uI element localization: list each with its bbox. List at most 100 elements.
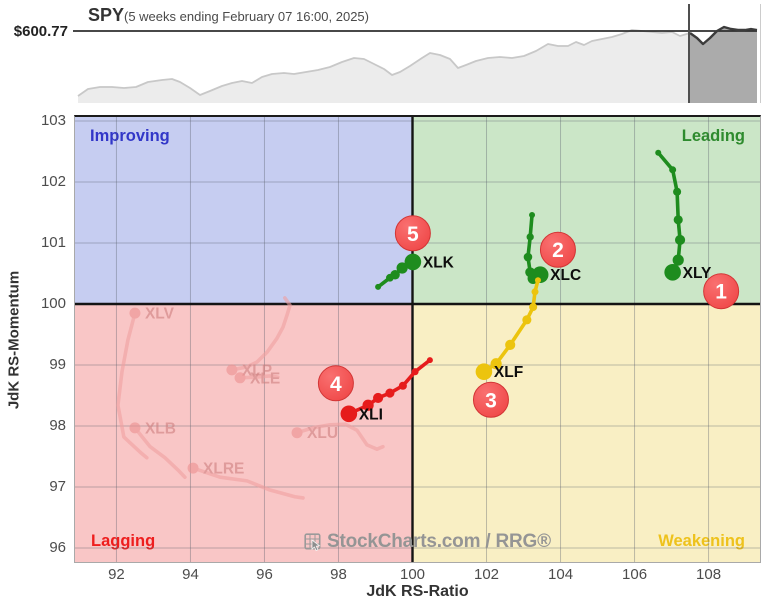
trail-label-XLK[interactable]: XLK <box>423 254 455 271</box>
trail-dot-XLI <box>373 392 384 404</box>
y-axis-title: JdK RS-Momentum <box>5 270 23 410</box>
badge-number-4: 4 <box>330 373 342 396</box>
y-tick-label: 100 <box>40 295 66 312</box>
trail-label-XLI[interactable]: XLI <box>359 406 383 423</box>
trail-head-XLK[interactable] <box>404 253 422 271</box>
trail-line-XLP <box>230 296 292 372</box>
trail-dot-XLI <box>411 368 419 376</box>
quadrant-weakening <box>413 304 760 562</box>
trail-line-XLRE <box>191 466 305 500</box>
y-tick-label: 98 <box>49 416 66 434</box>
trail-dot-XLC <box>529 211 536 218</box>
trail-head-XLF[interactable] <box>475 363 493 381</box>
x-tick-label: 98 <box>330 566 347 583</box>
period-subtitle: (5 weeks ending February 07 16:00, 2025) <box>124 9 369 24</box>
trail-XLU[interactable]: XLU <box>291 422 385 451</box>
x-tick-label: 94 <box>182 566 199 583</box>
trail-XLV[interactable]: XLV <box>116 306 175 460</box>
badge-circle-5 <box>394 215 431 252</box>
trail-dot-XLC <box>523 252 533 262</box>
trail-XLE[interactable]: XLE <box>234 370 281 387</box>
trail-head-XLY[interactable] <box>664 263 681 281</box>
trail-label-XLB[interactable]: XLB <box>145 420 176 437</box>
trail-XLP[interactable]: XLP <box>226 296 292 379</box>
trail-line-XLU <box>295 422 385 451</box>
badge-number-5: 5 <box>407 223 419 246</box>
badge-circle-3 <box>472 381 509 418</box>
trail-line-XLY <box>656 150 682 275</box>
trail-dot-XLF <box>529 303 538 312</box>
trail-dot-XLF <box>531 288 539 296</box>
y-tick-label: 96 <box>49 538 66 556</box>
trail-dot-XLY <box>669 166 677 174</box>
y-tick-label: 103 <box>40 112 66 130</box>
trail-line-XLV <box>116 311 149 460</box>
trail-XLC[interactable]: XLC <box>523 211 582 284</box>
spy-price-line <box>77 29 691 97</box>
y-tick-label: 99 <box>49 355 66 373</box>
trail-line-XLE <box>238 374 280 380</box>
trail-head-XLP[interactable] <box>226 364 238 376</box>
trail-XLK[interactable]: XLK <box>375 253 455 290</box>
trail-dot-XLI <box>426 357 433 364</box>
trail-dot-XLI <box>398 381 407 390</box>
trail-XLY[interactable]: XLY <box>655 149 712 282</box>
trail-dot-XLK <box>375 283 382 290</box>
trail-dot-XLF <box>534 277 541 284</box>
annotation-badge-4: 4 <box>317 365 354 402</box>
badge-circle-1 <box>703 273 740 310</box>
x-tick-label: 106 <box>622 566 648 583</box>
rrg-plot-area: Improving Leading Lagging Weakening <box>74 115 761 563</box>
trail-head-XLU[interactable] <box>291 427 303 439</box>
y-tick-label: 102 <box>40 173 66 191</box>
trail-dot-XLC <box>526 233 534 241</box>
trail-XLB[interactable]: XLB <box>129 420 187 480</box>
annotation-badge-1: 1 <box>703 273 740 310</box>
trail-label-XLC[interactable]: XLC <box>550 267 581 284</box>
symbol-title: SPY <box>88 5 125 25</box>
badge-number-2: 2 <box>552 239 564 262</box>
quadrant-lagging <box>75 304 413 562</box>
trail-dot-XLF <box>490 358 502 370</box>
annotation-badge-3: 3 <box>472 381 509 418</box>
trail-head-XLV[interactable] <box>129 307 141 319</box>
date-range-window[interactable] <box>689 27 757 103</box>
y-tick-label: 97 <box>49 477 66 495</box>
trail-label-XLRE[interactable]: XLRE <box>203 461 244 478</box>
trail-dot-XLI <box>362 399 374 411</box>
trail-dot-XLK <box>396 262 408 274</box>
trail-XLRE[interactable]: XLRE <box>187 461 305 500</box>
spy-area-fill <box>78 30 690 103</box>
trail-dot-XLF <box>505 339 516 350</box>
x-tick-label: 100 <box>399 566 426 583</box>
trail-label-XLE[interactable]: XLE <box>250 370 280 387</box>
trail-dot-XLY <box>672 254 684 266</box>
x-axis-title: JdK RS-Ratio <box>366 583 469 600</box>
annotation-badge-2: 2 <box>539 231 576 268</box>
quadrant-label-lagging: Lagging <box>91 532 156 550</box>
trail-dot-XLY <box>674 234 686 246</box>
stockcharts-logo-icon <box>304 532 321 551</box>
trail-label-XLV[interactable]: XLV <box>145 306 175 323</box>
quadrant-improving <box>75 117 413 304</box>
trail-head-XLRE[interactable] <box>187 462 199 474</box>
badge-number-3: 3 <box>485 389 497 412</box>
quadrant-label-leading: Leading <box>681 127 745 145</box>
trail-head-XLI[interactable] <box>340 405 358 423</box>
quadrant-leading <box>413 117 760 304</box>
trail-label-XLU[interactable]: XLU <box>307 425 338 442</box>
quadrant-label-improving: Improving <box>90 127 170 145</box>
x-tick-label: 102 <box>474 566 500 583</box>
trail-dot-XLK <box>390 269 400 280</box>
trail-label-XLY[interactable]: XLY <box>683 265 712 282</box>
trail-label-XLF[interactable]: XLF <box>494 364 523 381</box>
trail-head-XLB[interactable] <box>129 422 141 434</box>
trail-XLI[interactable]: XLI <box>340 357 433 423</box>
trail-head-XLE[interactable] <box>234 372 246 384</box>
watermark: StockCharts.com / RRG® <box>304 531 551 553</box>
trail-XLF[interactable]: XLF <box>475 277 541 381</box>
window-price-line <box>689 25 758 46</box>
x-tick-label: 92 <box>108 566 125 583</box>
